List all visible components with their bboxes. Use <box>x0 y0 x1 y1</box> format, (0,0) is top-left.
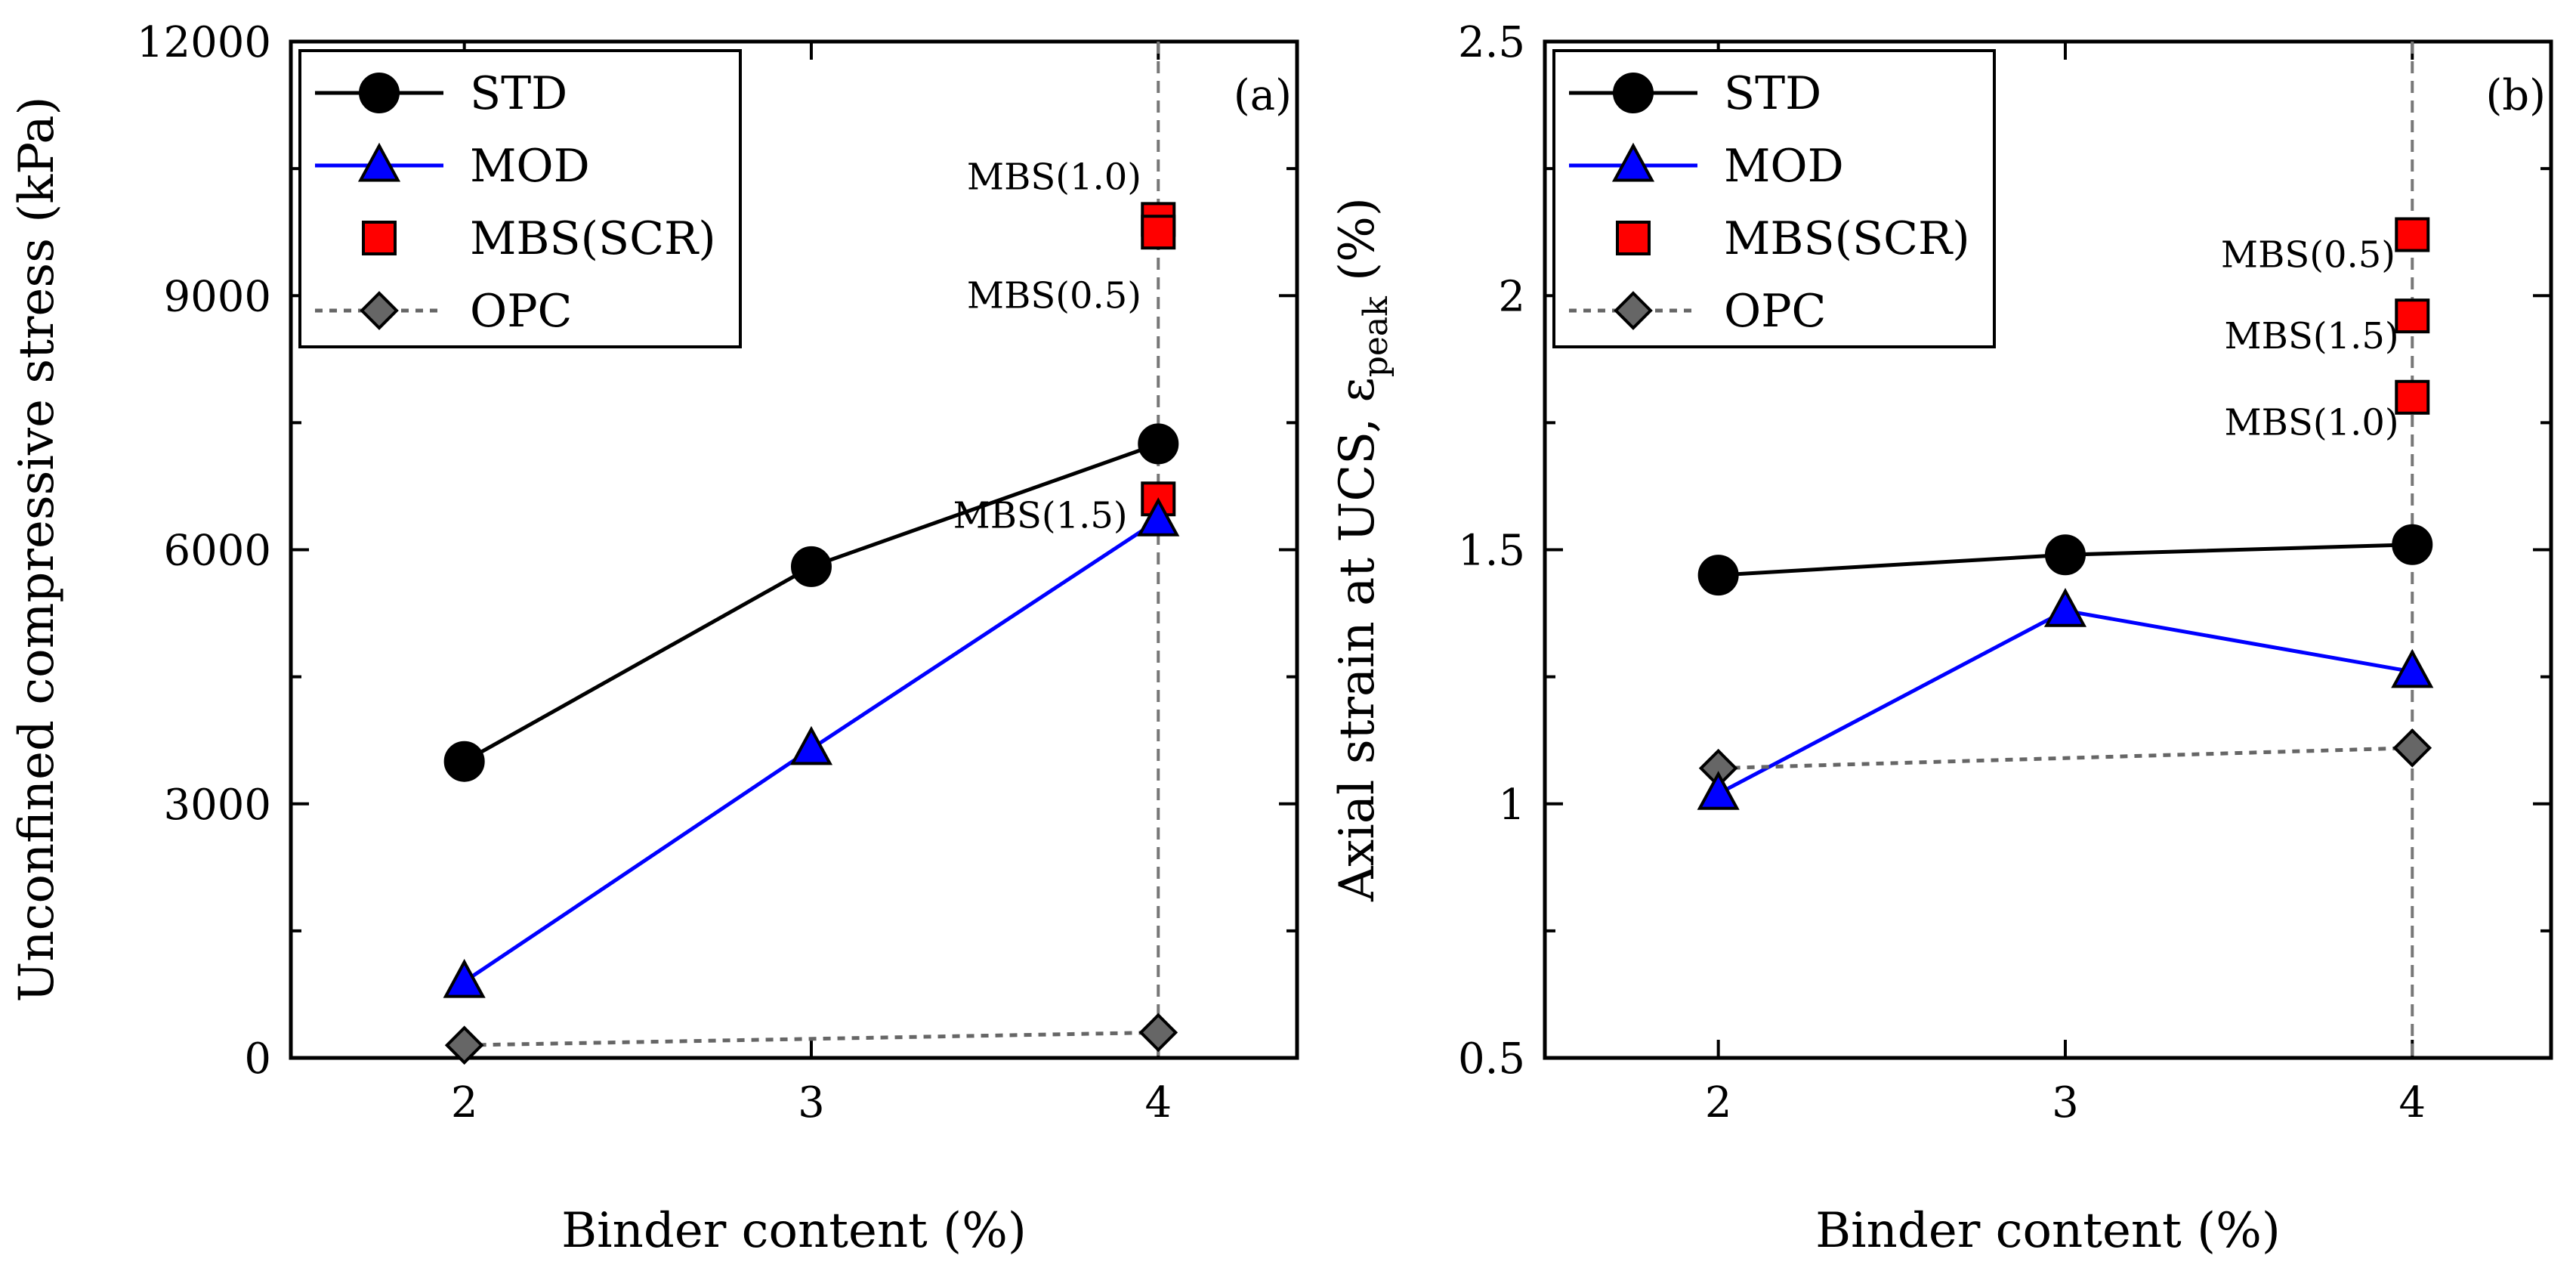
panel-a-legend-marker <box>362 221 397 255</box>
panel-b-y-tick-label: 2.5 <box>1458 18 1525 67</box>
panel-a-y-tick-label: 9000 <box>163 272 271 321</box>
panel-b-y-tick-label: 1 <box>1498 781 1525 830</box>
panel-b-x-tick-label: 3 <box>2052 1078 2079 1127</box>
panel-b-y-tick-label: 0.5 <box>1458 1034 1525 1084</box>
panel-b-annotation: MBS(0.5) <box>2221 233 2395 276</box>
panel-a: (a) Binder content (%) Unconfined compre… <box>9 18 1299 1259</box>
panel-b-legend-label: MOD <box>1724 140 1844 193</box>
panel-b-x-tick-label: 4 <box>2398 1078 2426 1127</box>
panel-a-point-mbs-scr <box>1141 215 1176 250</box>
panel-a-annotation: MBS(0.5) <box>967 274 1141 317</box>
panel-a-point-mod <box>1137 497 1180 537</box>
panel-a-legend-label: MOD <box>470 140 590 193</box>
panel-b-legend-label: OPC <box>1724 285 1826 338</box>
panel-a-y-tick-label: 3000 <box>163 781 271 830</box>
panel-b-x-tick-label: 2 <box>1705 1078 1732 1127</box>
panel-a-x-axis-title: Binder content (%) <box>561 1203 1027 1259</box>
panel-b-annotation: MBS(1.5) <box>2225 315 2399 357</box>
panel-b-y-axis-title: Axial strain at UCS, εpeak (%) <box>1330 197 1395 902</box>
panel-b-x-axis-title: Binder content (%) <box>1815 1203 2281 1259</box>
panel-a-x-tick-label: 2 <box>451 1078 478 1127</box>
panel-b-label: (b) <box>2485 71 2546 120</box>
panel-b-annotation: MBS(1.0) <box>2225 401 2399 444</box>
panel-b-legend-label: STD <box>1724 67 1821 120</box>
panel-a-point-mod <box>443 958 486 998</box>
panel-a-series-opc-line <box>464 1030 1159 1047</box>
panel-b-point-std <box>1697 555 1739 596</box>
panel-a-y-tick-label: 0 <box>244 1034 271 1084</box>
panel-b-y-axis-title-sub: peak <box>1357 296 1395 377</box>
panel-b-point-mbs-scr <box>2395 379 2430 415</box>
panel-a-legend-marker <box>357 142 401 182</box>
panel-a-legend-label: MBS(SCR) <box>470 212 716 265</box>
panel-b-legend: STD MOD MBS(SCR) OPC <box>1552 49 1996 348</box>
panel-a-legend-label: STD <box>470 67 567 120</box>
panel-b-y-axis-title-main: Axial strain at UCS, ε <box>1330 377 1385 902</box>
panel-a-legend-label: OPC <box>470 285 572 338</box>
panel-a-y-axis-title: Unconfined compressive stress (kPa) <box>9 97 65 1003</box>
panel-a-point-std <box>443 741 485 782</box>
panel-a-point-std <box>1138 423 1179 465</box>
panel-b-y-axis-title-unit: (%) <box>1330 197 1385 296</box>
panel-b-legend-marker <box>1611 142 1655 182</box>
panel-a-point-std <box>790 546 832 587</box>
panel-b-point-mbs-scr <box>2395 217 2430 252</box>
panel-a-x-tick-label: 4 <box>1144 1078 1172 1127</box>
panel-b-legend-marker <box>1613 73 1654 113</box>
panel-b-legend-marker <box>1616 221 1651 255</box>
panel-b-point-std <box>2392 524 2433 565</box>
panel-a-point-opc <box>1138 1013 1178 1053</box>
panel-b-point-mod <box>1697 771 1740 810</box>
panel-b-point-opc <box>2392 728 2432 768</box>
panel-b: (b) Binder content (%) Axial strain at U… <box>1330 18 2553 1259</box>
panel-b-point-std <box>2044 534 2086 576</box>
panel-a-label: (a) <box>1234 71 1292 120</box>
panel-b-legend-label: MBS(SCR) <box>1724 212 1970 265</box>
panel-b-point-mod <box>2043 588 2087 627</box>
panel-a-annotation: MBS(1.5) <box>953 495 1128 537</box>
panel-b-legend-marker <box>1614 291 1653 330</box>
panel-b-point-mbs-scr <box>2395 298 2430 334</box>
panel-b-point-mod <box>2391 648 2434 688</box>
panel-a-legend-marker <box>360 291 399 330</box>
panel-a-point-mod <box>789 725 833 765</box>
panel-b-y-tick-label: 2 <box>1498 272 1525 321</box>
panel-a-legend: STD MOD MBS(SCR) OPC <box>298 49 742 348</box>
panel-a-x-tick-label: 3 <box>798 1078 825 1127</box>
panel-a-y-tick-label: 12000 <box>137 18 271 67</box>
panel-a-legend-marker <box>359 73 400 113</box>
panel-a-series-std-line <box>463 442 1160 763</box>
panel-b-y-tick-label: 1.5 <box>1458 527 1525 576</box>
panel-a-point-opc <box>444 1025 484 1065</box>
panel-a-y-tick-label: 6000 <box>163 527 271 576</box>
panel-b-series-opc-line <box>1718 746 2413 771</box>
panel-a-annotation: MBS(1.0) <box>967 156 1141 198</box>
